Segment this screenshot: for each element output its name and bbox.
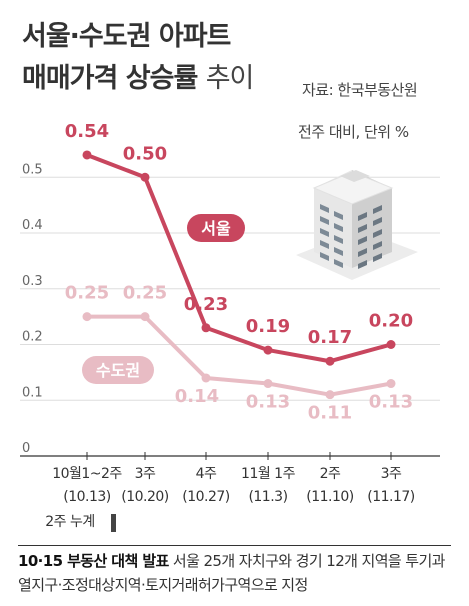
y-tick-label: 0.1 (22, 385, 43, 400)
building-window (334, 211, 343, 220)
x-axis (20, 452, 440, 460)
building-window (334, 235, 343, 244)
series-lines (86, 153, 392, 397)
x-label-date: (10.20) (121, 489, 169, 505)
data-label: 0.25 (123, 283, 167, 304)
legend-label: 서울 (201, 219, 231, 238)
building-window (320, 252, 329, 261)
building-illustration (296, 170, 418, 280)
building-window (373, 253, 382, 262)
footer-divider (18, 545, 451, 546)
data-point (201, 373, 211, 383)
building-window (334, 223, 343, 232)
x-label-date: (11.10) (306, 489, 354, 505)
legend-badge (82, 356, 154, 384)
legend-badge (187, 214, 245, 242)
building-window (334, 259, 343, 268)
data-label: 0.50 (123, 143, 167, 164)
x-label-week: 10월1~2주 (52, 466, 122, 482)
line-chart: 0 0.1 0.2 0.3 0.4 0.5 0.54 0.50 0.23 0.19 0.17 0.2… (20, 121, 440, 532)
data-label: 0.23 (184, 294, 228, 315)
building-window (358, 260, 367, 269)
building-window (320, 204, 329, 213)
data-label: 0.14 (175, 386, 219, 407)
x-label-week: 11월 1주 (241, 466, 296, 482)
y-tick-label: 0.3 (22, 274, 43, 289)
x-label-date: (11.17) (367, 489, 415, 505)
y-axis-ticks: 0 0.1 0.2 0.3 0.4 0.5 (22, 162, 43, 456)
footnote-label: 2주 누계 (45, 514, 95, 530)
building-window (334, 247, 343, 256)
data-point (386, 340, 396, 349)
data-label: 0.19 (246, 316, 290, 337)
building-window (373, 241, 382, 250)
data-point (82, 312, 92, 322)
footer-note: 10·15 부동산 대책 발표 서울 25개 자치구와 경기 12개 지역을 투… (18, 549, 458, 597)
data-label: 0.54 (65, 121, 109, 142)
data-label: 0.13 (369, 392, 413, 413)
chart-title: 서울·수도권 아파트 (22, 21, 231, 52)
chart-title-light: 추이 (205, 63, 255, 94)
data-point (263, 379, 273, 389)
building-window (320, 216, 329, 225)
footer-text: 서울 25개 자치구와 경기 12개 지역을 투기과열지구·조정대상지역·토지거… (18, 552, 445, 594)
x-label-week: 3주 (135, 466, 156, 482)
data-point (325, 356, 335, 366)
chart-title-bold: 매매가격 상승률 (22, 63, 198, 94)
chart-title-line2: 매매가격 상승률 추이 (22, 56, 255, 95)
value-labels: 0.54 0.50 0.23 0.19 0.17 0.20 0.25 0.25 0.14 0.13… (65, 121, 413, 424)
data-label: 0.20 (369, 311, 413, 332)
building-window (358, 248, 367, 257)
y-tick-label: 0.4 (22, 218, 43, 233)
series-line-capital (87, 314, 392, 397)
x-label-date: (11.3) (248, 489, 287, 505)
data-label: 0.11 (308, 403, 352, 424)
footnote: 2주 누계 (45, 514, 116, 532)
footnote-marker (111, 514, 116, 532)
legend-label: 수도권 (96, 361, 140, 380)
data-label: 0.17 (308, 327, 352, 348)
data-point (201, 323, 211, 333)
building-window (320, 228, 329, 237)
building-window (358, 224, 367, 233)
x-label-week: 2주 (320, 466, 341, 482)
building-window (373, 229, 382, 238)
data-point (263, 345, 273, 355)
data-point (82, 150, 92, 160)
building-window (373, 217, 382, 226)
source-note: 자료: 한국부동산원 (302, 81, 418, 99)
x-axis-labels: 10월1~2주 (10.13) 3주 (10.20) 4주 (10.27) 11월 1주 (1… (52, 466, 415, 505)
building-window (358, 212, 367, 221)
x-label-week: 3주 (381, 466, 402, 482)
unit-note: 전주 대비, 단위 % (298, 123, 409, 141)
data-label: 0.25 (65, 283, 109, 304)
y-tick-label: 0.5 (22, 162, 43, 177)
data-point (386, 379, 396, 389)
building-window (373, 205, 382, 214)
x-label-week: 4주 (196, 466, 217, 482)
building-window (358, 236, 367, 245)
data-point (140, 172, 150, 182)
x-label-date: (10.27) (182, 489, 230, 505)
building-window (320, 240, 329, 249)
y-tick-label: 0.2 (22, 330, 43, 345)
series-points (82, 150, 396, 400)
data-point (140, 312, 150, 322)
data-point (325, 390, 335, 400)
data-label: 0.13 (246, 392, 290, 413)
y-tick-label: 0 (22, 441, 30, 456)
footer-bold: 10·15 부동산 대책 발표 (18, 552, 169, 570)
series-line-seoul (86, 153, 392, 364)
x-label-date: (10.13) (63, 489, 111, 505)
